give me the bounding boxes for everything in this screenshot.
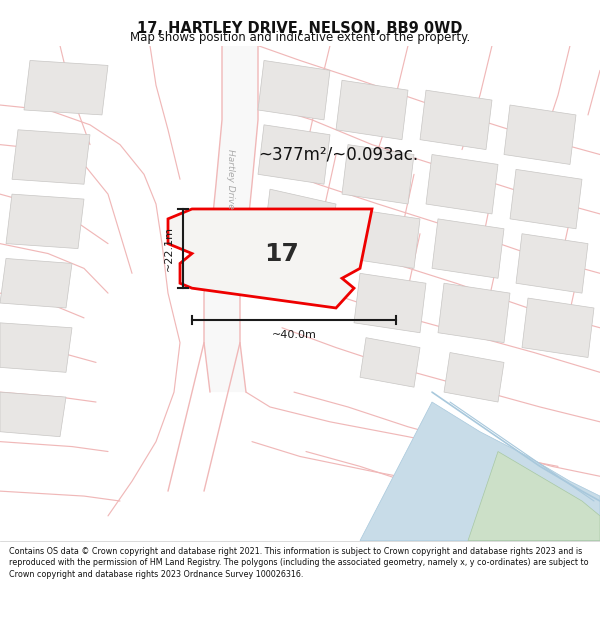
Text: Map shows position and indicative extent of the property.: Map shows position and indicative extent… xyxy=(130,31,470,44)
Polygon shape xyxy=(264,189,336,254)
Polygon shape xyxy=(258,61,330,120)
Polygon shape xyxy=(432,219,504,278)
Text: ~22.1m: ~22.1m xyxy=(164,226,174,271)
Text: 17, HARTLEY DRIVE, NELSON, BB9 0WD: 17, HARTLEY DRIVE, NELSON, BB9 0WD xyxy=(137,21,463,36)
Text: 17: 17 xyxy=(265,241,299,266)
Polygon shape xyxy=(438,283,510,342)
Polygon shape xyxy=(504,105,576,164)
Polygon shape xyxy=(342,144,414,204)
Polygon shape xyxy=(522,298,594,358)
Polygon shape xyxy=(426,154,498,214)
Polygon shape xyxy=(516,234,588,293)
Polygon shape xyxy=(354,273,426,332)
Polygon shape xyxy=(360,402,600,541)
Text: ~40.0m: ~40.0m xyxy=(272,330,316,340)
Polygon shape xyxy=(348,209,420,268)
Polygon shape xyxy=(444,352,504,402)
Polygon shape xyxy=(24,61,108,115)
Polygon shape xyxy=(258,125,330,184)
Polygon shape xyxy=(468,451,600,541)
Text: Contains OS data © Crown copyright and database right 2021. This information is : Contains OS data © Crown copyright and d… xyxy=(9,548,589,579)
Polygon shape xyxy=(420,90,492,149)
Polygon shape xyxy=(0,323,72,372)
Polygon shape xyxy=(0,392,66,437)
Polygon shape xyxy=(168,209,372,308)
Text: ~377m²/~0.093ac.: ~377m²/~0.093ac. xyxy=(258,146,418,164)
Polygon shape xyxy=(336,80,408,139)
Polygon shape xyxy=(6,194,84,249)
Polygon shape xyxy=(0,259,72,308)
Polygon shape xyxy=(360,338,420,387)
Polygon shape xyxy=(204,46,258,392)
Polygon shape xyxy=(12,130,90,184)
Polygon shape xyxy=(510,169,582,229)
Text: Hartley Drive: Hartley Drive xyxy=(227,149,235,209)
